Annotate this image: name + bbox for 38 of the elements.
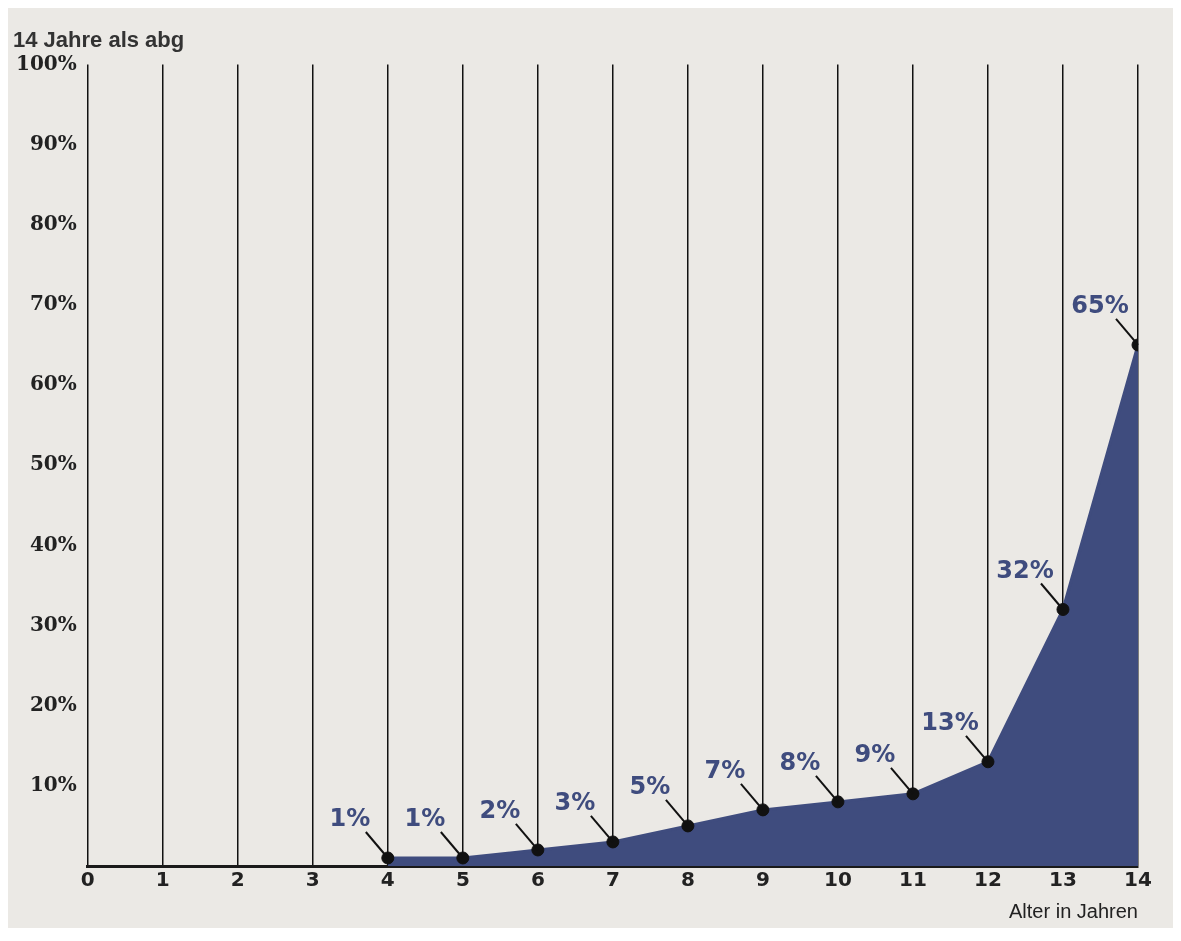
- data-label: 3%: [554, 788, 596, 817]
- y-tick-label: 40%: [29, 531, 77, 556]
- x-tick-label: 9: [755, 867, 770, 892]
- data-label: 13%: [921, 708, 979, 737]
- data-label: 1%: [329, 804, 371, 833]
- x-tick-label: 1: [155, 867, 170, 892]
- data-label: 5%: [629, 772, 671, 801]
- chart-title: 14 Jahre als abg: [13, 27, 185, 53]
- data-label: 8%: [779, 748, 821, 777]
- y-tick-label: 70%: [29, 291, 77, 316]
- x-tick-label: 11: [899, 867, 927, 892]
- x-tick-label: 4: [380, 867, 395, 892]
- x-tick-label: 6: [530, 867, 545, 892]
- x-tick-label: 5: [455, 867, 470, 892]
- data-label: 2%: [479, 796, 521, 825]
- data-label: 1%: [404, 804, 446, 833]
- x-tick-label: 12: [974, 867, 1002, 892]
- data-label: 65%: [1071, 291, 1129, 320]
- y-tick-label: 20%: [29, 691, 77, 716]
- y-tick-label: 100%: [15, 50, 77, 75]
- x-tick-label: 13: [1049, 867, 1077, 892]
- x-tick-label: 3: [305, 867, 320, 892]
- x-tick-label: 2: [230, 867, 245, 892]
- data-label: 32%: [996, 555, 1054, 584]
- data-label: 7%: [704, 756, 746, 785]
- x-axis-title: Alter in Jahren: [1009, 899, 1138, 922]
- x-tick-label: 8: [680, 867, 695, 892]
- x-tick-label: 14: [1124, 867, 1152, 892]
- x-tick-label: 0: [80, 867, 95, 892]
- x-tick-label: 7: [605, 867, 620, 892]
- y-tick-label: 30%: [29, 611, 77, 636]
- y-tick-label: 60%: [29, 371, 77, 396]
- data-label: 9%: [854, 740, 896, 769]
- x-tick-label: 10: [824, 867, 852, 892]
- y-tick-label: 10%: [29, 772, 77, 797]
- y-tick-label: 90%: [29, 130, 77, 155]
- y-tick-label: 50%: [29, 451, 77, 476]
- y-tick-label: 80%: [29, 210, 77, 235]
